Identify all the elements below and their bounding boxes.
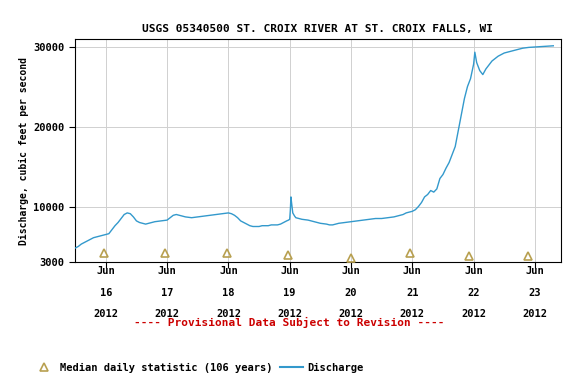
Text: Jun: Jun [280,266,299,276]
Text: Jun: Jun [525,266,544,276]
Text: 2012: 2012 [461,309,486,319]
Text: 2012: 2012 [523,309,547,319]
Text: 21: 21 [406,288,418,298]
Text: Jun: Jun [158,266,176,276]
Text: Jun: Jun [464,266,483,276]
Text: Jun: Jun [219,266,238,276]
Text: Jun: Jun [97,266,115,276]
Text: 2012: 2012 [154,309,180,319]
Title: USGS 05340500 ST. CROIX RIVER AT ST. CROIX FALLS, WI: USGS 05340500 ST. CROIX RIVER AT ST. CRO… [142,24,494,34]
Text: 16: 16 [99,288,112,298]
Text: 17: 17 [161,288,173,298]
Text: Jun: Jun [342,266,360,276]
Text: Jun: Jun [403,266,422,276]
Text: 2012: 2012 [277,309,302,319]
Text: 22: 22 [468,288,480,298]
Text: 2012: 2012 [339,309,364,319]
Y-axis label: Discharge, cubic feet per second: Discharge, cubic feet per second [19,56,29,245]
Text: 2012: 2012 [216,309,241,319]
Text: 19: 19 [283,288,296,298]
Text: 2012: 2012 [400,309,425,319]
Legend: Median daily statistic (106 years), Discharge: Median daily statistic (106 years), Disc… [28,359,368,377]
Text: 2012: 2012 [93,309,118,319]
Text: ---- Provisional Data Subject to Revision ----: ---- Provisional Data Subject to Revisio… [134,317,444,328]
Text: 23: 23 [529,288,541,298]
Text: 20: 20 [344,288,357,298]
Text: 18: 18 [222,288,235,298]
